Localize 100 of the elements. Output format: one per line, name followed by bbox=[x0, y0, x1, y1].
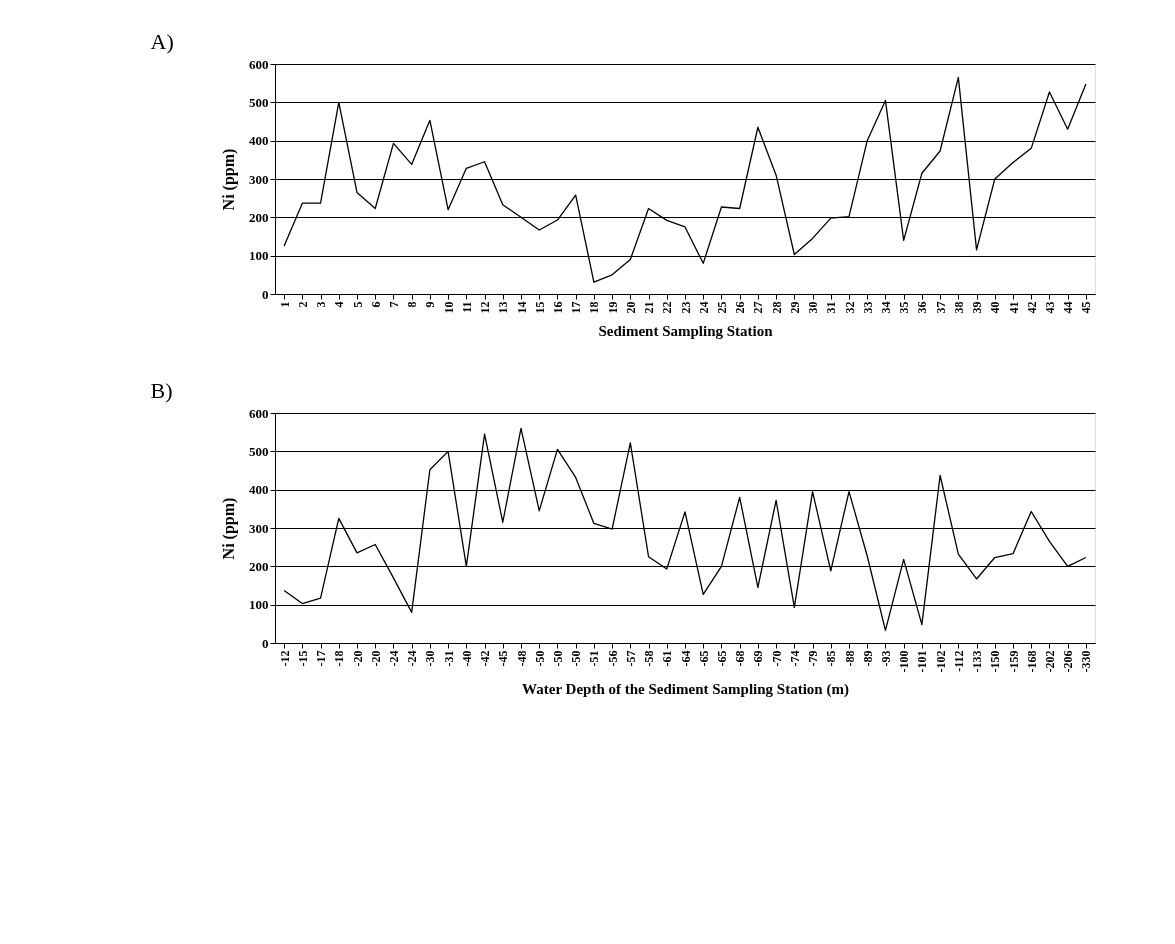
x-tick-label: -79 bbox=[806, 650, 821, 667]
x-tick-label: 4 bbox=[332, 301, 347, 308]
x-tick-label: -330 bbox=[1079, 650, 1094, 673]
x-tick-label: -15 bbox=[295, 650, 310, 667]
x-tick-label: -85 bbox=[824, 650, 839, 667]
x-tick-label: 44 bbox=[1061, 301, 1076, 314]
x-tick-label: -61 bbox=[660, 650, 675, 667]
y-tick-label: 400 bbox=[249, 482, 269, 498]
x-tick-label: -50 bbox=[550, 650, 565, 667]
x-tick-label: -102 bbox=[933, 650, 948, 673]
y-tick-label: 600 bbox=[249, 56, 269, 72]
x-tick-label: 13 bbox=[496, 301, 511, 314]
x-tick-label: 3 bbox=[314, 301, 329, 308]
x-tick-label: 16 bbox=[550, 301, 565, 314]
x-tick-label: 21 bbox=[642, 301, 657, 314]
x-tick-label: 35 bbox=[897, 301, 912, 314]
x-tick-label: 27 bbox=[751, 301, 766, 314]
x-tick-label: -100 bbox=[897, 650, 912, 673]
y-tick-label: 100 bbox=[249, 248, 269, 264]
x-tick-label: -30 bbox=[423, 650, 438, 667]
x-tick-label: -42 bbox=[478, 650, 493, 667]
x-tick-label: -40 bbox=[459, 650, 474, 667]
x-tick-label: 41 bbox=[1006, 301, 1021, 314]
x-tick-label: 23 bbox=[678, 301, 693, 314]
x-tick-label: -50 bbox=[569, 650, 584, 667]
x-tick-label: 6 bbox=[368, 301, 383, 308]
x-tick-label: 26 bbox=[733, 301, 748, 314]
x-tick-label: 7 bbox=[386, 301, 401, 308]
x-tick-label: 32 bbox=[842, 301, 857, 314]
x-tick-label: 22 bbox=[660, 301, 675, 314]
y-tick-label: 500 bbox=[249, 443, 269, 459]
x-tick-label: 36 bbox=[915, 301, 930, 314]
x-tick-label: 12 bbox=[478, 301, 493, 314]
x-tick-label: 37 bbox=[933, 301, 948, 314]
x-tick-label: -65 bbox=[714, 650, 729, 667]
x-axis-title: Water Depth of the Sediment Sampling Station (m) bbox=[522, 681, 849, 699]
x-tick-label: -89 bbox=[860, 650, 875, 667]
y-tick-label: 400 bbox=[249, 133, 269, 149]
x-tick-label: -168 bbox=[1024, 650, 1039, 673]
x-tick-label: 2 bbox=[295, 301, 310, 308]
y-tick-label: 600 bbox=[249, 405, 269, 421]
x-axis-title: Sediment Sampling Station bbox=[598, 322, 774, 339]
x-tick-label: -74 bbox=[787, 650, 802, 667]
x-tick-label: -48 bbox=[514, 650, 529, 667]
x-tick-label: 42 bbox=[1024, 301, 1039, 314]
x-tick-label: -50 bbox=[532, 650, 547, 667]
x-tick-label: -88 bbox=[842, 650, 857, 667]
x-tick-label: -18 bbox=[332, 650, 347, 667]
x-tick-label: -20 bbox=[350, 650, 365, 667]
x-tick-label: -93 bbox=[878, 650, 893, 667]
x-tick-label: 19 bbox=[605, 301, 620, 314]
x-tick-label: -70 bbox=[769, 650, 784, 667]
y-tick-label: 0 bbox=[262, 286, 269, 302]
x-tick-label: -57 bbox=[623, 650, 638, 667]
x-tick-label: -12 bbox=[277, 650, 292, 667]
x-tick-label: 8 bbox=[405, 301, 420, 308]
x-tick-label: 11 bbox=[459, 301, 474, 313]
x-tick-label: -17 bbox=[314, 650, 329, 667]
x-tick-label: 30 bbox=[806, 301, 821, 314]
x-tick-label: -150 bbox=[988, 650, 1003, 673]
x-tick-label: -58 bbox=[642, 650, 657, 667]
x-tick-label: -64 bbox=[678, 650, 693, 667]
x-tick-label: 28 bbox=[769, 301, 784, 314]
y-tick-label: 200 bbox=[249, 558, 269, 574]
y-tick-label: 0 bbox=[262, 635, 269, 651]
x-tick-label: -56 bbox=[605, 650, 620, 667]
y-tick-label: 300 bbox=[249, 520, 269, 536]
x-tick-label: 33 bbox=[860, 301, 875, 314]
x-tick-label: -51 bbox=[587, 650, 602, 667]
x-tick-label: -20 bbox=[368, 650, 383, 667]
y-tick-label: 500 bbox=[249, 94, 269, 110]
x-tick-label: 24 bbox=[696, 301, 711, 314]
x-tick-label: 43 bbox=[1042, 301, 1057, 314]
x-tick-label: 18 bbox=[587, 301, 602, 314]
x-tick-label: 31 bbox=[824, 301, 839, 314]
chart-title: B) bbox=[150, 378, 173, 403]
x-tick-label: 29 bbox=[787, 301, 802, 314]
x-tick-label: -24 bbox=[386, 650, 401, 667]
x-tick-label: -202 bbox=[1042, 650, 1057, 673]
x-tick-label: -24 bbox=[405, 650, 420, 667]
chart-title: A) bbox=[150, 29, 174, 54]
x-tick-label: 17 bbox=[569, 301, 584, 314]
x-tick-label: 1 bbox=[277, 301, 292, 308]
x-tick-label: -159 bbox=[1006, 650, 1021, 673]
x-tick-label: 38 bbox=[951, 301, 966, 314]
x-tick-label: 25 bbox=[714, 301, 729, 314]
x-tick-label: -69 bbox=[751, 650, 766, 667]
x-tick-label: -112 bbox=[951, 650, 966, 672]
y-tick-label: 300 bbox=[249, 171, 269, 187]
x-tick-label: 34 bbox=[878, 301, 893, 314]
y-axis-title: Ni (ppm) bbox=[220, 148, 238, 211]
x-tick-label: 5 bbox=[350, 301, 365, 308]
x-tick-label: 39 bbox=[970, 301, 985, 314]
x-tick-label: -45 bbox=[496, 650, 511, 667]
x-tick-label: -206 bbox=[1061, 650, 1076, 673]
y-axis-title: Ni (ppm) bbox=[220, 497, 238, 560]
x-tick-label: -68 bbox=[733, 650, 748, 667]
x-tick-label: 15 bbox=[532, 301, 547, 314]
y-tick-label: 100 bbox=[249, 597, 269, 613]
x-tick-label: -31 bbox=[441, 650, 456, 667]
